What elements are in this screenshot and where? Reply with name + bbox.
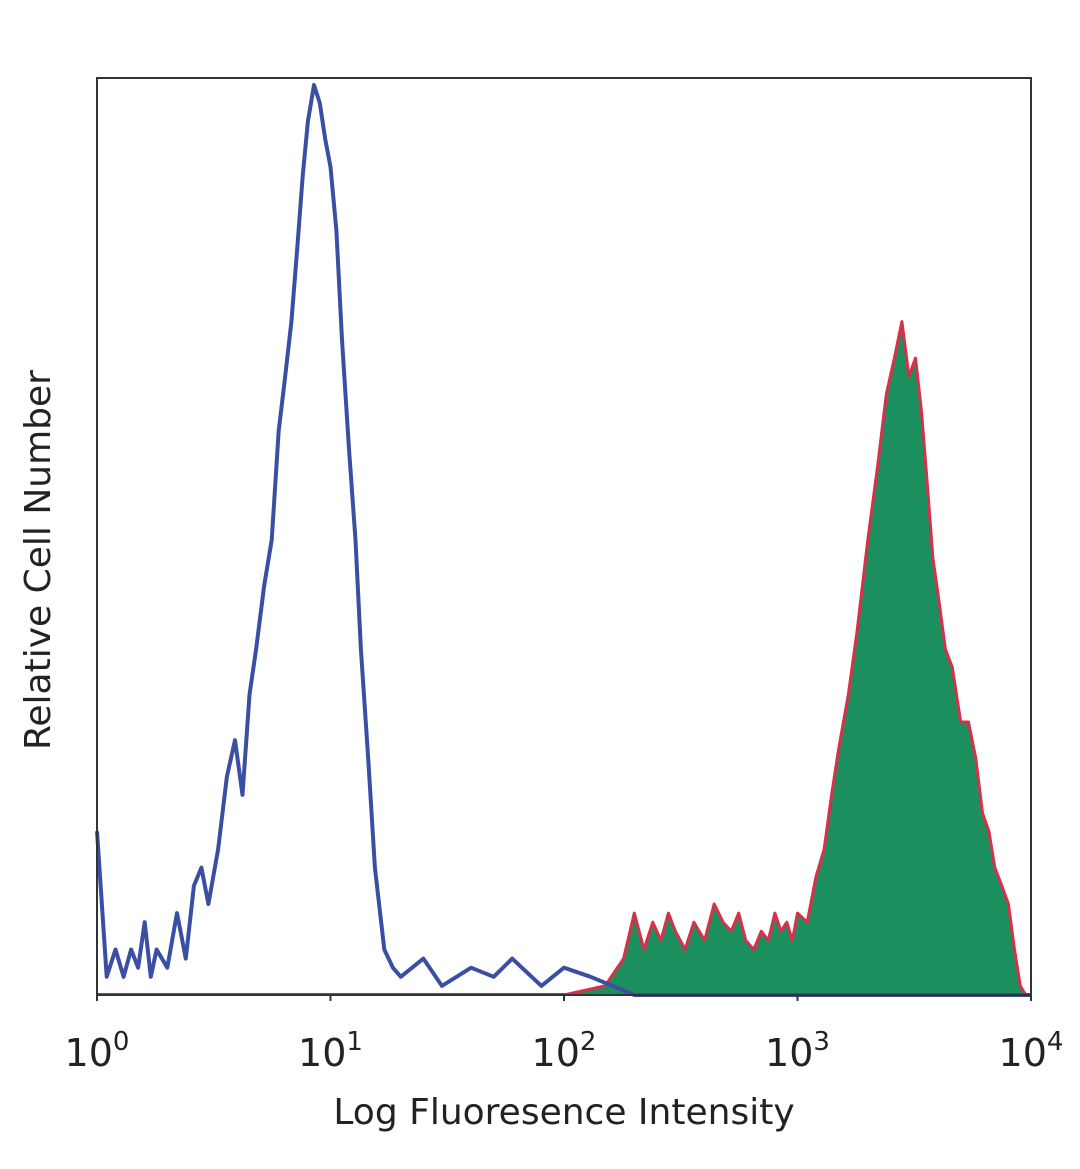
- stained-histogram-outline: [563, 320, 1028, 997]
- x-tick-label: 100: [65, 1027, 130, 1075]
- stained-histogram-fill: [564, 321, 1026, 996]
- x-tick-label: 102: [532, 1027, 597, 1075]
- x-axis-ticks: 100 101 102 103 104: [65, 995, 1064, 1075]
- plot-area: [95, 83, 1031, 997]
- isotype-control-histogram: [95, 83, 1031, 997]
- y-axis-title: Relative Cell Number: [18, 370, 59, 750]
- x-tick-label: 101: [298, 1027, 363, 1075]
- x-axis-title: Log Fluoresence Intensity: [333, 1092, 794, 1133]
- x-tick-label: 104: [999, 1027, 1064, 1075]
- x-tick-label: 103: [765, 1027, 830, 1075]
